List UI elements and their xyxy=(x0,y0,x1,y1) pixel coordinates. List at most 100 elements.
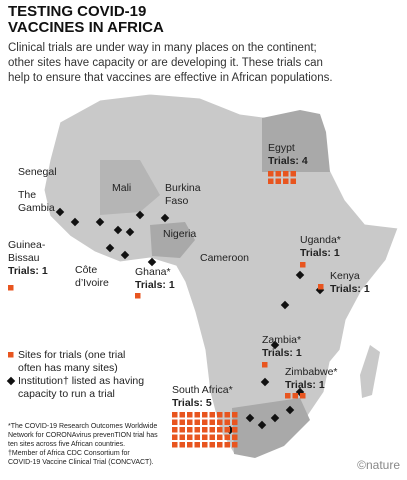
institution-marker xyxy=(95,217,105,227)
site-square xyxy=(202,434,208,440)
institution-marker xyxy=(285,405,295,415)
title: VACCINES IN AFRICA xyxy=(8,19,164,36)
site-square xyxy=(172,427,178,433)
trials-label: Trials: 1 xyxy=(262,347,302,359)
site-square xyxy=(232,442,238,448)
institution-marker xyxy=(270,340,280,350)
site-square xyxy=(224,442,230,448)
site-square xyxy=(217,412,223,418)
site-square xyxy=(202,427,208,433)
institution-marker xyxy=(105,243,115,253)
south-africa-shape xyxy=(232,398,310,458)
site-square xyxy=(268,178,274,184)
site-square xyxy=(232,419,238,425)
country-label: Gambia xyxy=(18,202,55,214)
institution-marker xyxy=(147,257,157,267)
site-square xyxy=(187,419,193,425)
country-label: The xyxy=(18,189,36,201)
site-square xyxy=(224,427,230,433)
site-squares xyxy=(262,362,268,368)
site-square xyxy=(224,412,230,418)
institution-marker xyxy=(270,413,280,423)
country-label: Egypt xyxy=(268,142,295,154)
site-square xyxy=(194,412,200,418)
subtitle: help to ensure that vaccines are effecti… xyxy=(8,72,333,84)
country-label: Zambia* xyxy=(262,334,301,346)
institution-marker xyxy=(120,250,130,260)
site-square xyxy=(275,171,281,177)
site-square xyxy=(172,434,178,440)
site-squares xyxy=(172,412,238,448)
site-square xyxy=(209,442,215,448)
site-squares xyxy=(8,285,14,291)
footnote: †Member of Africa CDC Consortium for xyxy=(8,450,130,457)
legend-square xyxy=(8,352,14,358)
institution-marker xyxy=(257,420,267,430)
legend-text: Institution† listed as having xyxy=(18,375,144,387)
site-square xyxy=(300,262,306,268)
site-square xyxy=(202,419,208,425)
site-squares xyxy=(285,393,306,399)
institution-marker xyxy=(245,413,255,423)
site-square xyxy=(217,419,223,425)
country-label: Bissau xyxy=(8,252,40,264)
site-square xyxy=(209,434,215,440)
site-square xyxy=(194,419,200,425)
nigeria-shape xyxy=(150,222,195,258)
site-square xyxy=(179,427,185,433)
site-square xyxy=(209,412,215,418)
mali-shape xyxy=(100,160,160,215)
legend-diamond xyxy=(6,376,16,386)
site-square xyxy=(179,442,185,448)
footnote: COVID-19 Vaccine Clinical Trial (CONCVAC… xyxy=(8,459,154,466)
title: TESTING COVID-19 xyxy=(8,3,146,20)
site-square xyxy=(232,434,238,440)
institution-marker xyxy=(260,377,270,387)
institution-marker xyxy=(113,225,123,235)
trials-label: Trials: 1 xyxy=(285,379,325,391)
site-squares xyxy=(318,284,324,290)
country-label: Mali xyxy=(112,182,131,194)
site-squares xyxy=(268,171,296,184)
country-label: Cameroon xyxy=(200,252,249,264)
site-square xyxy=(187,412,193,418)
legend-text: often has many sites) xyxy=(18,362,118,374)
site-square xyxy=(209,427,215,433)
site-square xyxy=(187,442,193,448)
country-label: Senegal xyxy=(18,166,57,178)
trials-label: Trials: 1 xyxy=(8,265,48,277)
site-square xyxy=(217,442,223,448)
site-square xyxy=(232,412,238,418)
site-square xyxy=(172,419,178,425)
site-square xyxy=(275,178,281,184)
country-label: Guinea- xyxy=(8,239,46,251)
country-label: Burkina xyxy=(165,182,201,194)
footnote: ten sites across five African countries. xyxy=(8,441,125,448)
country-label: Uganda* xyxy=(300,234,341,246)
country-label: Zimbabwe* xyxy=(285,366,338,378)
site-square xyxy=(292,393,298,399)
subtitle: Clinical trials are under way in many pl… xyxy=(8,42,317,54)
site-square xyxy=(187,427,193,433)
site-square xyxy=(268,171,274,177)
legend-text: Sites for trials (one trial xyxy=(18,349,125,361)
site-square xyxy=(179,419,185,425)
trials-label: Trials: 1 xyxy=(300,247,340,259)
site-square xyxy=(283,178,289,184)
credit: ©nature xyxy=(357,458,400,472)
site-square xyxy=(224,434,230,440)
country-label: Faso xyxy=(165,195,189,207)
site-square xyxy=(8,285,14,291)
institution-marker xyxy=(135,210,145,220)
institution-marker xyxy=(55,207,65,217)
site-square xyxy=(194,427,200,433)
trials-label: Trials: 1 xyxy=(135,279,175,291)
trials-label: Trials: 1 xyxy=(330,283,370,295)
country-label: Ghana* xyxy=(135,266,171,278)
trials-label: Trials: 5 xyxy=(172,397,212,409)
footnote: *The COVID-19 Research Outcomes Worldwid… xyxy=(8,423,157,430)
institution-marker xyxy=(125,227,135,237)
trials-label: Trials: 4 xyxy=(268,155,308,167)
country-label: Côte xyxy=(75,264,97,276)
